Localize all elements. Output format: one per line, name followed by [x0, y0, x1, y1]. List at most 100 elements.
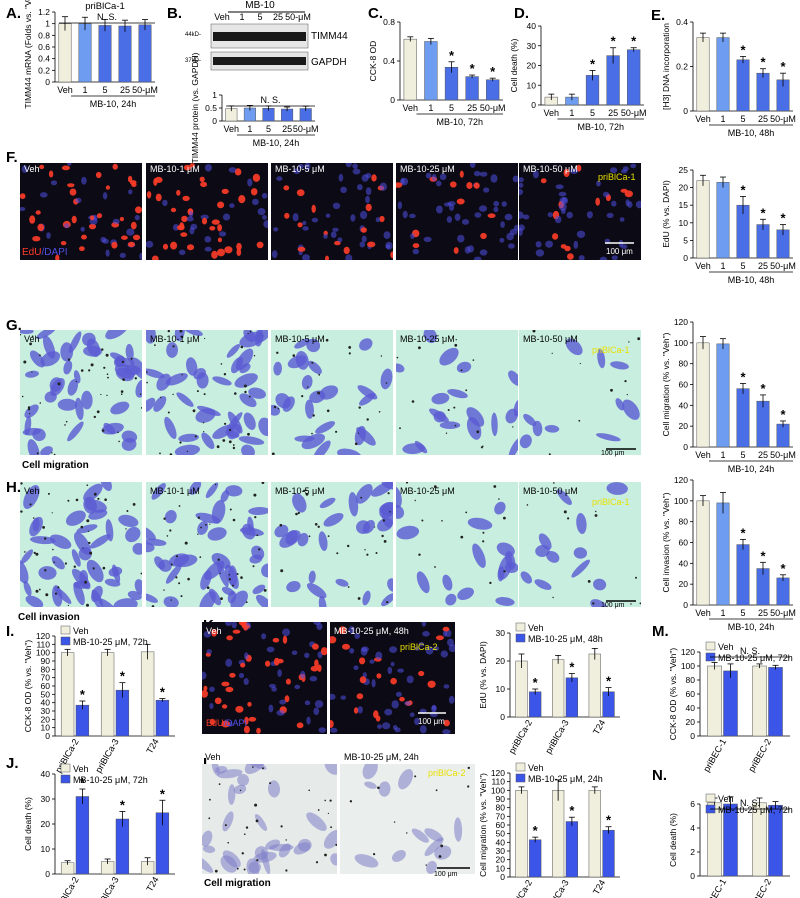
membrane-pore	[86, 519, 90, 523]
chart-i-bar	[75, 704, 90, 737]
edu-nucleus	[330, 636, 337, 644]
stained-cell	[176, 392, 194, 407]
dapi-nucleus	[545, 240, 553, 248]
chart-m-ytick-label: 0	[690, 731, 695, 741]
membrane-pore	[366, 553, 369, 556]
stained-cell	[40, 351, 61, 367]
stained-cell	[354, 853, 379, 868]
membrane-pore	[360, 496, 363, 499]
stained-cell	[165, 372, 188, 386]
dapi-nucleus	[422, 631, 430, 637]
membrane-pore	[125, 528, 127, 530]
membrane-pore	[67, 358, 71, 361]
invasion-title-veh: Veh	[24, 486, 40, 496]
chart-n-ns-label: N. S.	[740, 798, 760, 808]
chart-j-category: priBlCa-3	[93, 875, 120, 898]
dapi-nucleus	[369, 659, 375, 664]
chart-i-ylabel: CCK-8 OD (% vs. "Veh")	[23, 640, 33, 733]
edu-nucleus	[39, 164, 45, 170]
chart-k-ytick-label: 0	[500, 712, 505, 722]
dapi-nucleus	[547, 212, 553, 218]
dapi-nucleus	[330, 693, 336, 700]
dapi-nucleus	[306, 716, 311, 725]
chart-e-bar	[736, 59, 750, 112]
chart-a-ytick-label: 0.2	[38, 65, 50, 75]
chart-e-star: *	[780, 59, 786, 74]
membrane-pore	[467, 766, 470, 770]
chart-m-bar	[707, 665, 722, 737]
chart-g-category: 50-μM	[770, 450, 796, 460]
stained-cell	[237, 774, 250, 786]
dapi-nucleus	[119, 252, 126, 259]
edu-nucleus	[456, 198, 465, 205]
dapi-nucleus	[436, 180, 442, 187]
stained-cell	[508, 437, 518, 455]
membrane-pore	[104, 498, 107, 501]
chart-d-category: Veh	[544, 108, 560, 118]
edu-nucleus	[180, 232, 188, 237]
stained-cell	[286, 581, 301, 593]
dapi-nucleus	[519, 188, 523, 196]
edu-nucleus	[359, 676, 367, 684]
stained-cell	[165, 564, 182, 584]
edu-nucleus	[459, 170, 464, 178]
dapi-nucleus	[252, 198, 259, 206]
dapi-nucleus	[361, 174, 369, 182]
membrane-pore	[269, 782, 272, 785]
membrane-pore	[172, 345, 175, 348]
membrane-pore	[378, 411, 381, 413]
membrane-pore	[93, 492, 97, 496]
dapi-nucleus	[519, 224, 525, 231]
chart-l-ytick-label: 40	[496, 837, 506, 847]
chart-g-bar	[696, 342, 710, 448]
dapi-nucleus	[554, 215, 562, 224]
membrane-pore	[253, 355, 256, 357]
stained-cell	[285, 530, 298, 545]
chart-m-category: priBEC-1	[701, 737, 728, 774]
chart-i-ytick-label: 40	[41, 698, 51, 708]
dapi-nucleus	[448, 644, 455, 653]
edu-nucleus	[563, 168, 570, 178]
chart-j-category: priBlCa-2	[53, 875, 80, 898]
dapi-nucleus	[371, 679, 376, 688]
edu-nucleus	[217, 224, 222, 232]
chart-d: 0 10 20 30 40 Cell death (%) Veh 1 * 5 * 25 * 50-μM MB…	[509, 21, 647, 132]
membrane-pore	[610, 388, 613, 392]
edu-nucleus	[225, 686, 234, 693]
membrane-pore	[160, 396, 162, 399]
chart-d-star: *	[590, 56, 596, 71]
membrane-pore	[305, 492, 309, 496]
stained-cell	[217, 563, 229, 588]
dapi-nucleus	[390, 661, 395, 667]
dapi-nucleus	[423, 236, 432, 243]
stained-cell	[121, 437, 137, 451]
dapi-nucleus	[360, 647, 368, 656]
chart-b-ytick-label: 0	[212, 116, 217, 126]
stained-cell	[292, 493, 307, 513]
chart-l-star: *	[533, 823, 539, 838]
chart-m-ns-label: N. S.	[740, 646, 760, 656]
stained-cell	[378, 781, 391, 797]
edu-nucleus	[311, 204, 316, 213]
chart-a-ytick-label: 1	[45, 19, 50, 29]
migration-caption: Cell migration	[22, 460, 89, 471]
membrane-pore	[433, 485, 437, 489]
dapi-nucleus	[436, 205, 443, 214]
dapi-nucleus	[204, 236, 212, 243]
dapi-nucleus	[262, 215, 267, 220]
edu-nucleus	[55, 254, 60, 260]
chart-l-ytick-label: 30	[496, 846, 506, 856]
chart-c-category: 1	[428, 103, 433, 113]
chart-a-ns-label: N. S.	[97, 12, 117, 22]
dapi-nucleus	[276, 176, 283, 181]
chart-l-ytick-label: 120	[491, 768, 505, 778]
dapi-nucleus	[439, 173, 447, 180]
chart-d-star: *	[611, 34, 617, 49]
stained-cell	[86, 338, 101, 357]
membrane-pore	[39, 354, 41, 357]
dapi-nucleus	[464, 246, 471, 254]
chart-g-bar	[736, 388, 750, 448]
membrane-pore	[169, 453, 173, 455]
chart-m-legend-swatch	[705, 641, 716, 651]
dapi-nucleus	[490, 174, 498, 183]
